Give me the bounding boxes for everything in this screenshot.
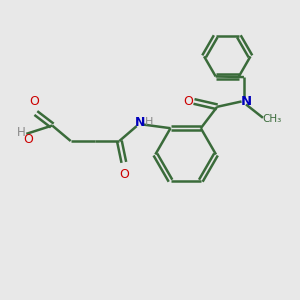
Text: O: O xyxy=(29,95,39,108)
Text: N: N xyxy=(135,116,146,129)
Text: O: O xyxy=(119,168,129,181)
Text: O: O xyxy=(184,95,194,108)
Text: H: H xyxy=(145,117,153,127)
Text: N: N xyxy=(240,95,252,108)
Text: CH₃: CH₃ xyxy=(262,114,281,124)
Text: O: O xyxy=(23,133,33,146)
Text: H: H xyxy=(16,126,26,139)
